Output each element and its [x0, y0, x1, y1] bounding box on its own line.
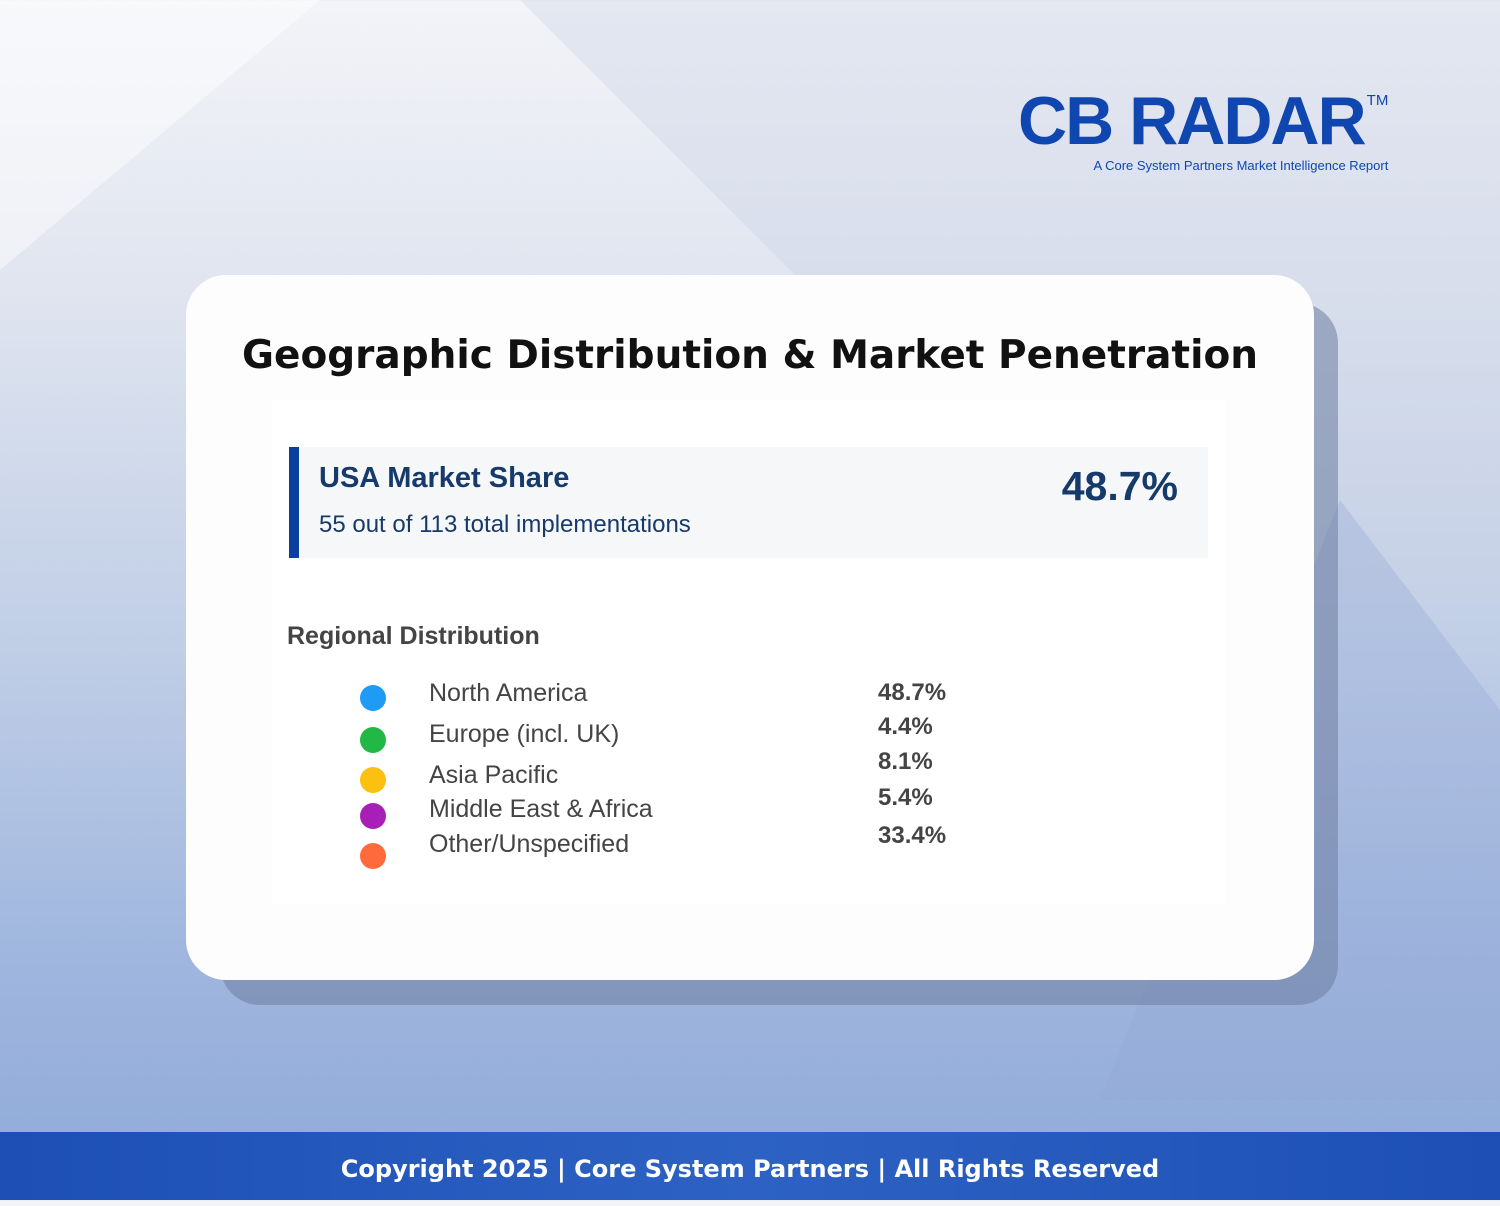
logo-tm: TM [1366, 92, 1389, 109]
region-value: 4.4% [878, 713, 933, 740]
legend-dot-icon [360, 803, 386, 829]
page-title: Geographic Distribution & Market Penetra… [241, 333, 1259, 378]
region-value: 33.4% [878, 822, 947, 849]
legend-dot-icon [360, 685, 386, 711]
legend-dot-icon [360, 843, 386, 869]
usa-value: 48.7% [1061, 463, 1178, 509]
region-value: 8.1% [878, 748, 933, 775]
logo-row: CB RADAR TM [1018, 86, 1388, 156]
region-label: North America [429, 679, 588, 707]
region-label: Middle East & Africa [429, 795, 653, 823]
footer-copyright: Copyright 2025 | Core System Partners | … [0, 1132, 1500, 1200]
usa-market-share-box: USA Market Share 55 out of 113 total imp… [289, 447, 1208, 558]
logo-text: CB RADAR [1018, 83, 1367, 159]
legend-dot-icon [360, 727, 386, 753]
inner-panel: USA Market Share 55 out of 113 total imp… [272, 400, 1226, 904]
region-label: Other/Unspecified [429, 830, 630, 858]
region-label: Europe (incl. UK) [429, 720, 620, 748]
cb-radar-logo: CB RADAR TM A Core System Partners Marke… [1018, 86, 1388, 174]
regional-heading: Regional Distribution [287, 622, 540, 650]
usa-subtitle: 55 out of 113 total implementations [319, 511, 691, 538]
content-card: Geographic Distribution & Market Penetra… [186, 275, 1314, 980]
legend-dot-icon [360, 767, 386, 793]
logo-tagline: A Core System Partners Market Intelligen… [1093, 158, 1389, 173]
region-value: 48.7% [878, 679, 947, 706]
background-shape [0, 0, 320, 270]
usa-title: USA Market Share [319, 462, 570, 494]
region-label: Asia Pacific [429, 761, 559, 789]
region-value: 5.4% [878, 784, 933, 811]
